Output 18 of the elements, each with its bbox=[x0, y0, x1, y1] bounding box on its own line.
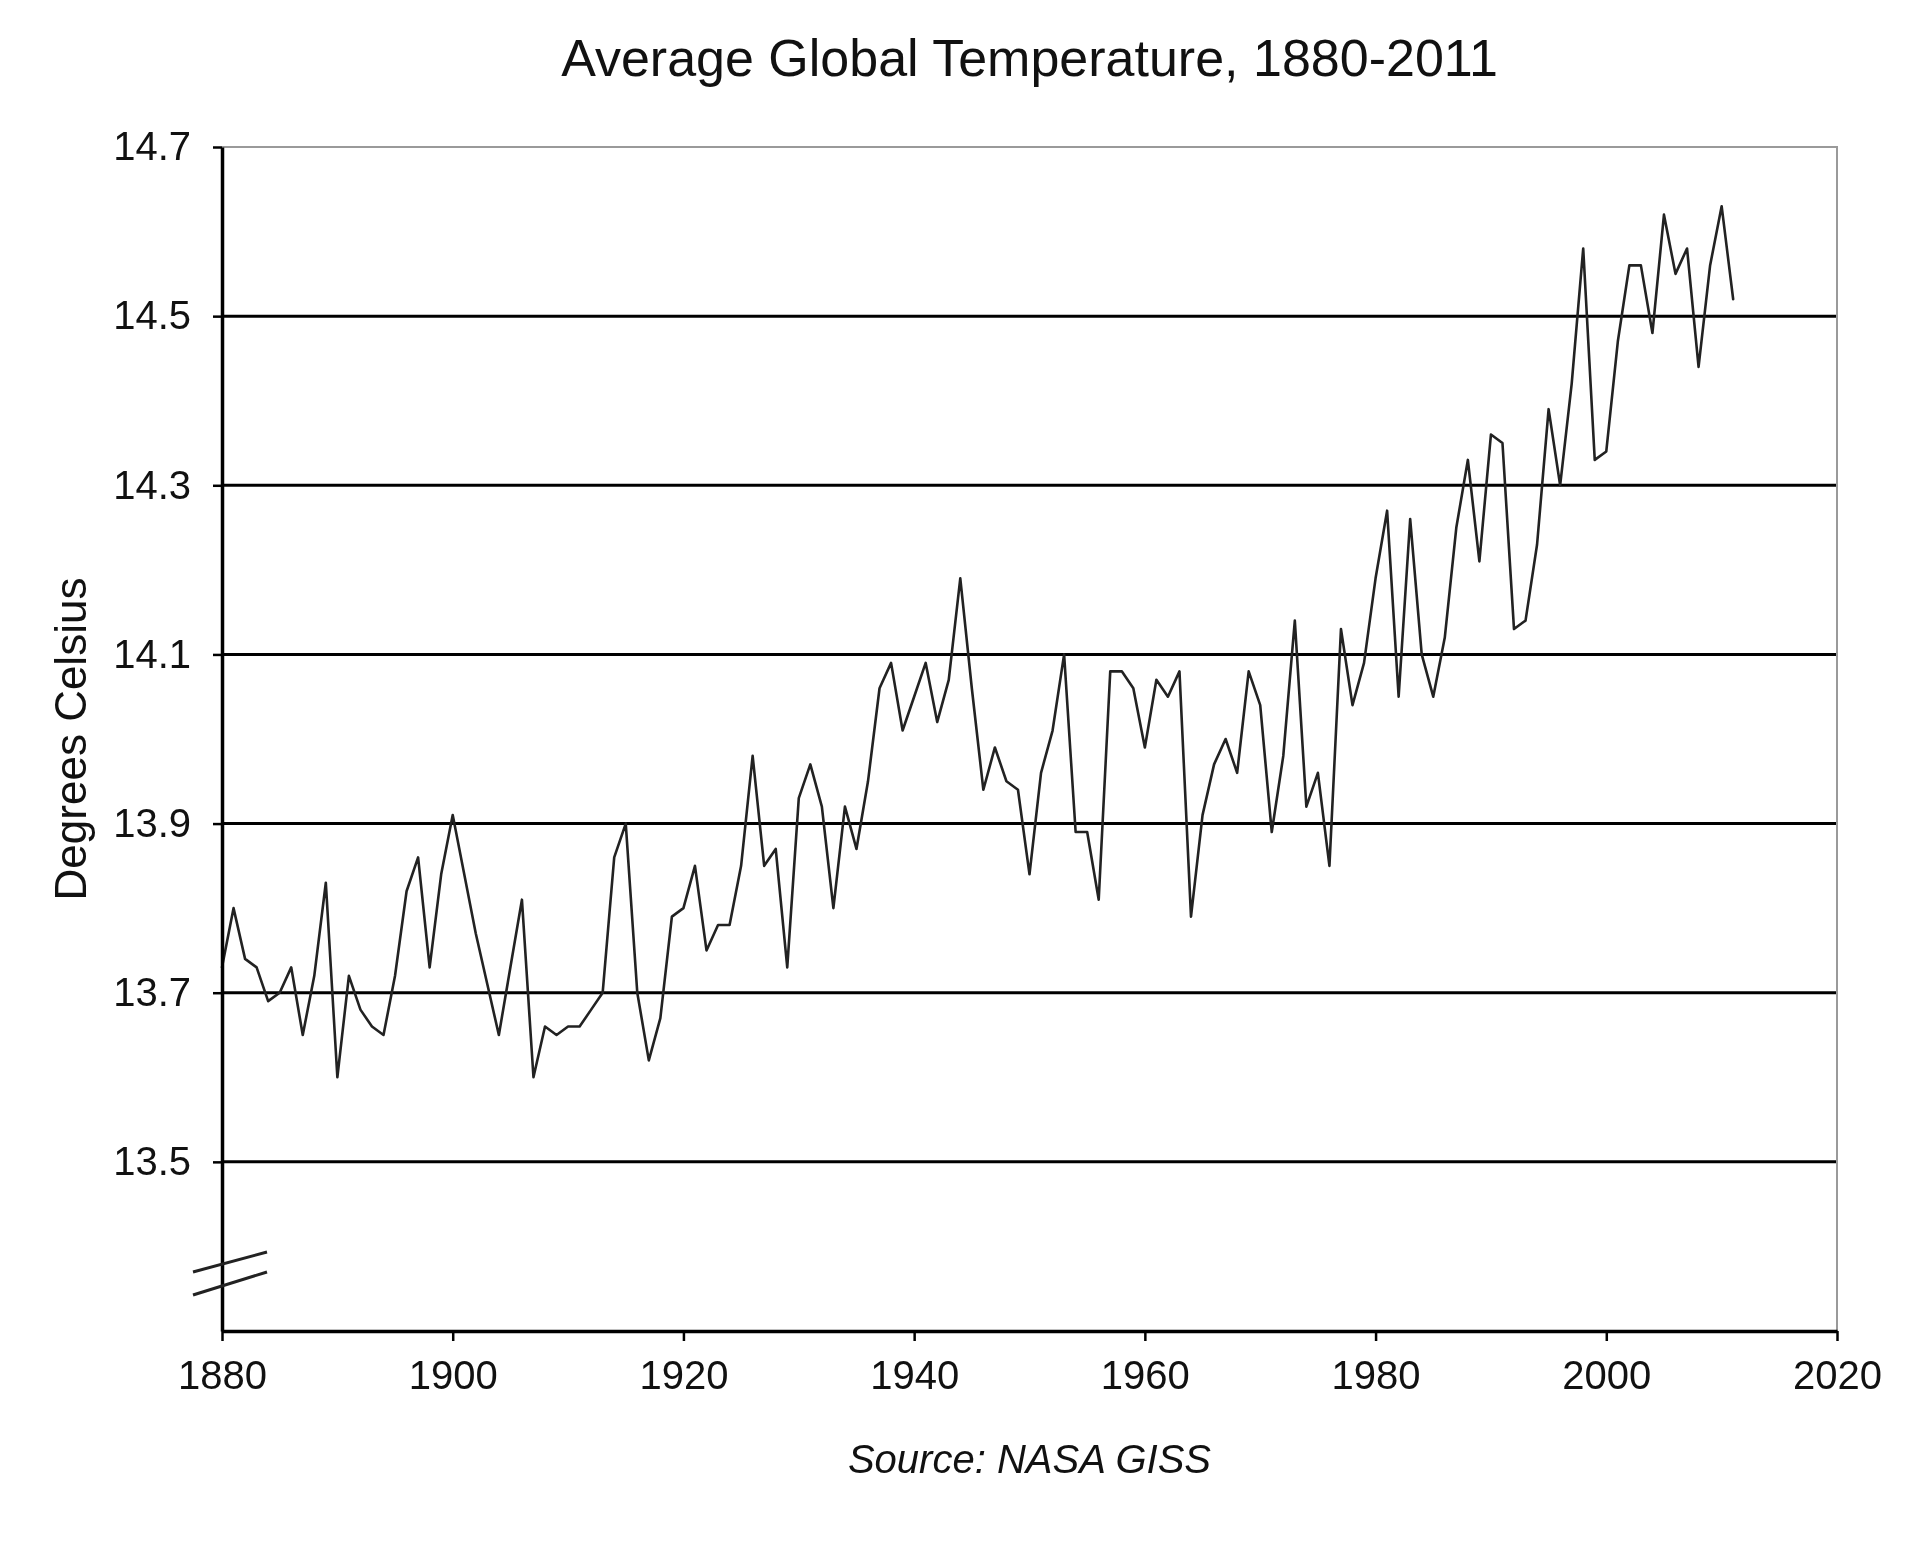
y-tick-label: 13.7 bbox=[113, 970, 191, 1015]
y-tick-label: 14.5 bbox=[113, 293, 191, 338]
x-tick-label: 1980 bbox=[1331, 1353, 1421, 1398]
x-tick-label: 2020 bbox=[1793, 1353, 1882, 1398]
y-axis-title: Degrees Celsius bbox=[45, 577, 95, 901]
x-tick-label: 1920 bbox=[639, 1353, 729, 1398]
y-tick-label: 14.3 bbox=[113, 462, 191, 507]
x-tick-label: 2000 bbox=[1562, 1353, 1652, 1398]
x-tick-label: 1960 bbox=[1100, 1353, 1190, 1398]
x-tick-label: 1940 bbox=[870, 1353, 960, 1398]
source-note: Source: NASA GISS bbox=[847, 1437, 1212, 1481]
y-tick-label: 13.5 bbox=[113, 1139, 191, 1184]
y-tick-label: 14.7 bbox=[113, 124, 191, 169]
y-tick-label: 14.1 bbox=[113, 631, 191, 676]
y-tick-label: 13.9 bbox=[113, 800, 191, 845]
x-tick-label: 1880 bbox=[178, 1353, 267, 1398]
x-tick-label: 1900 bbox=[408, 1353, 498, 1398]
chart-title: Average Global Temperature, 1880-2011 bbox=[561, 29, 1498, 87]
